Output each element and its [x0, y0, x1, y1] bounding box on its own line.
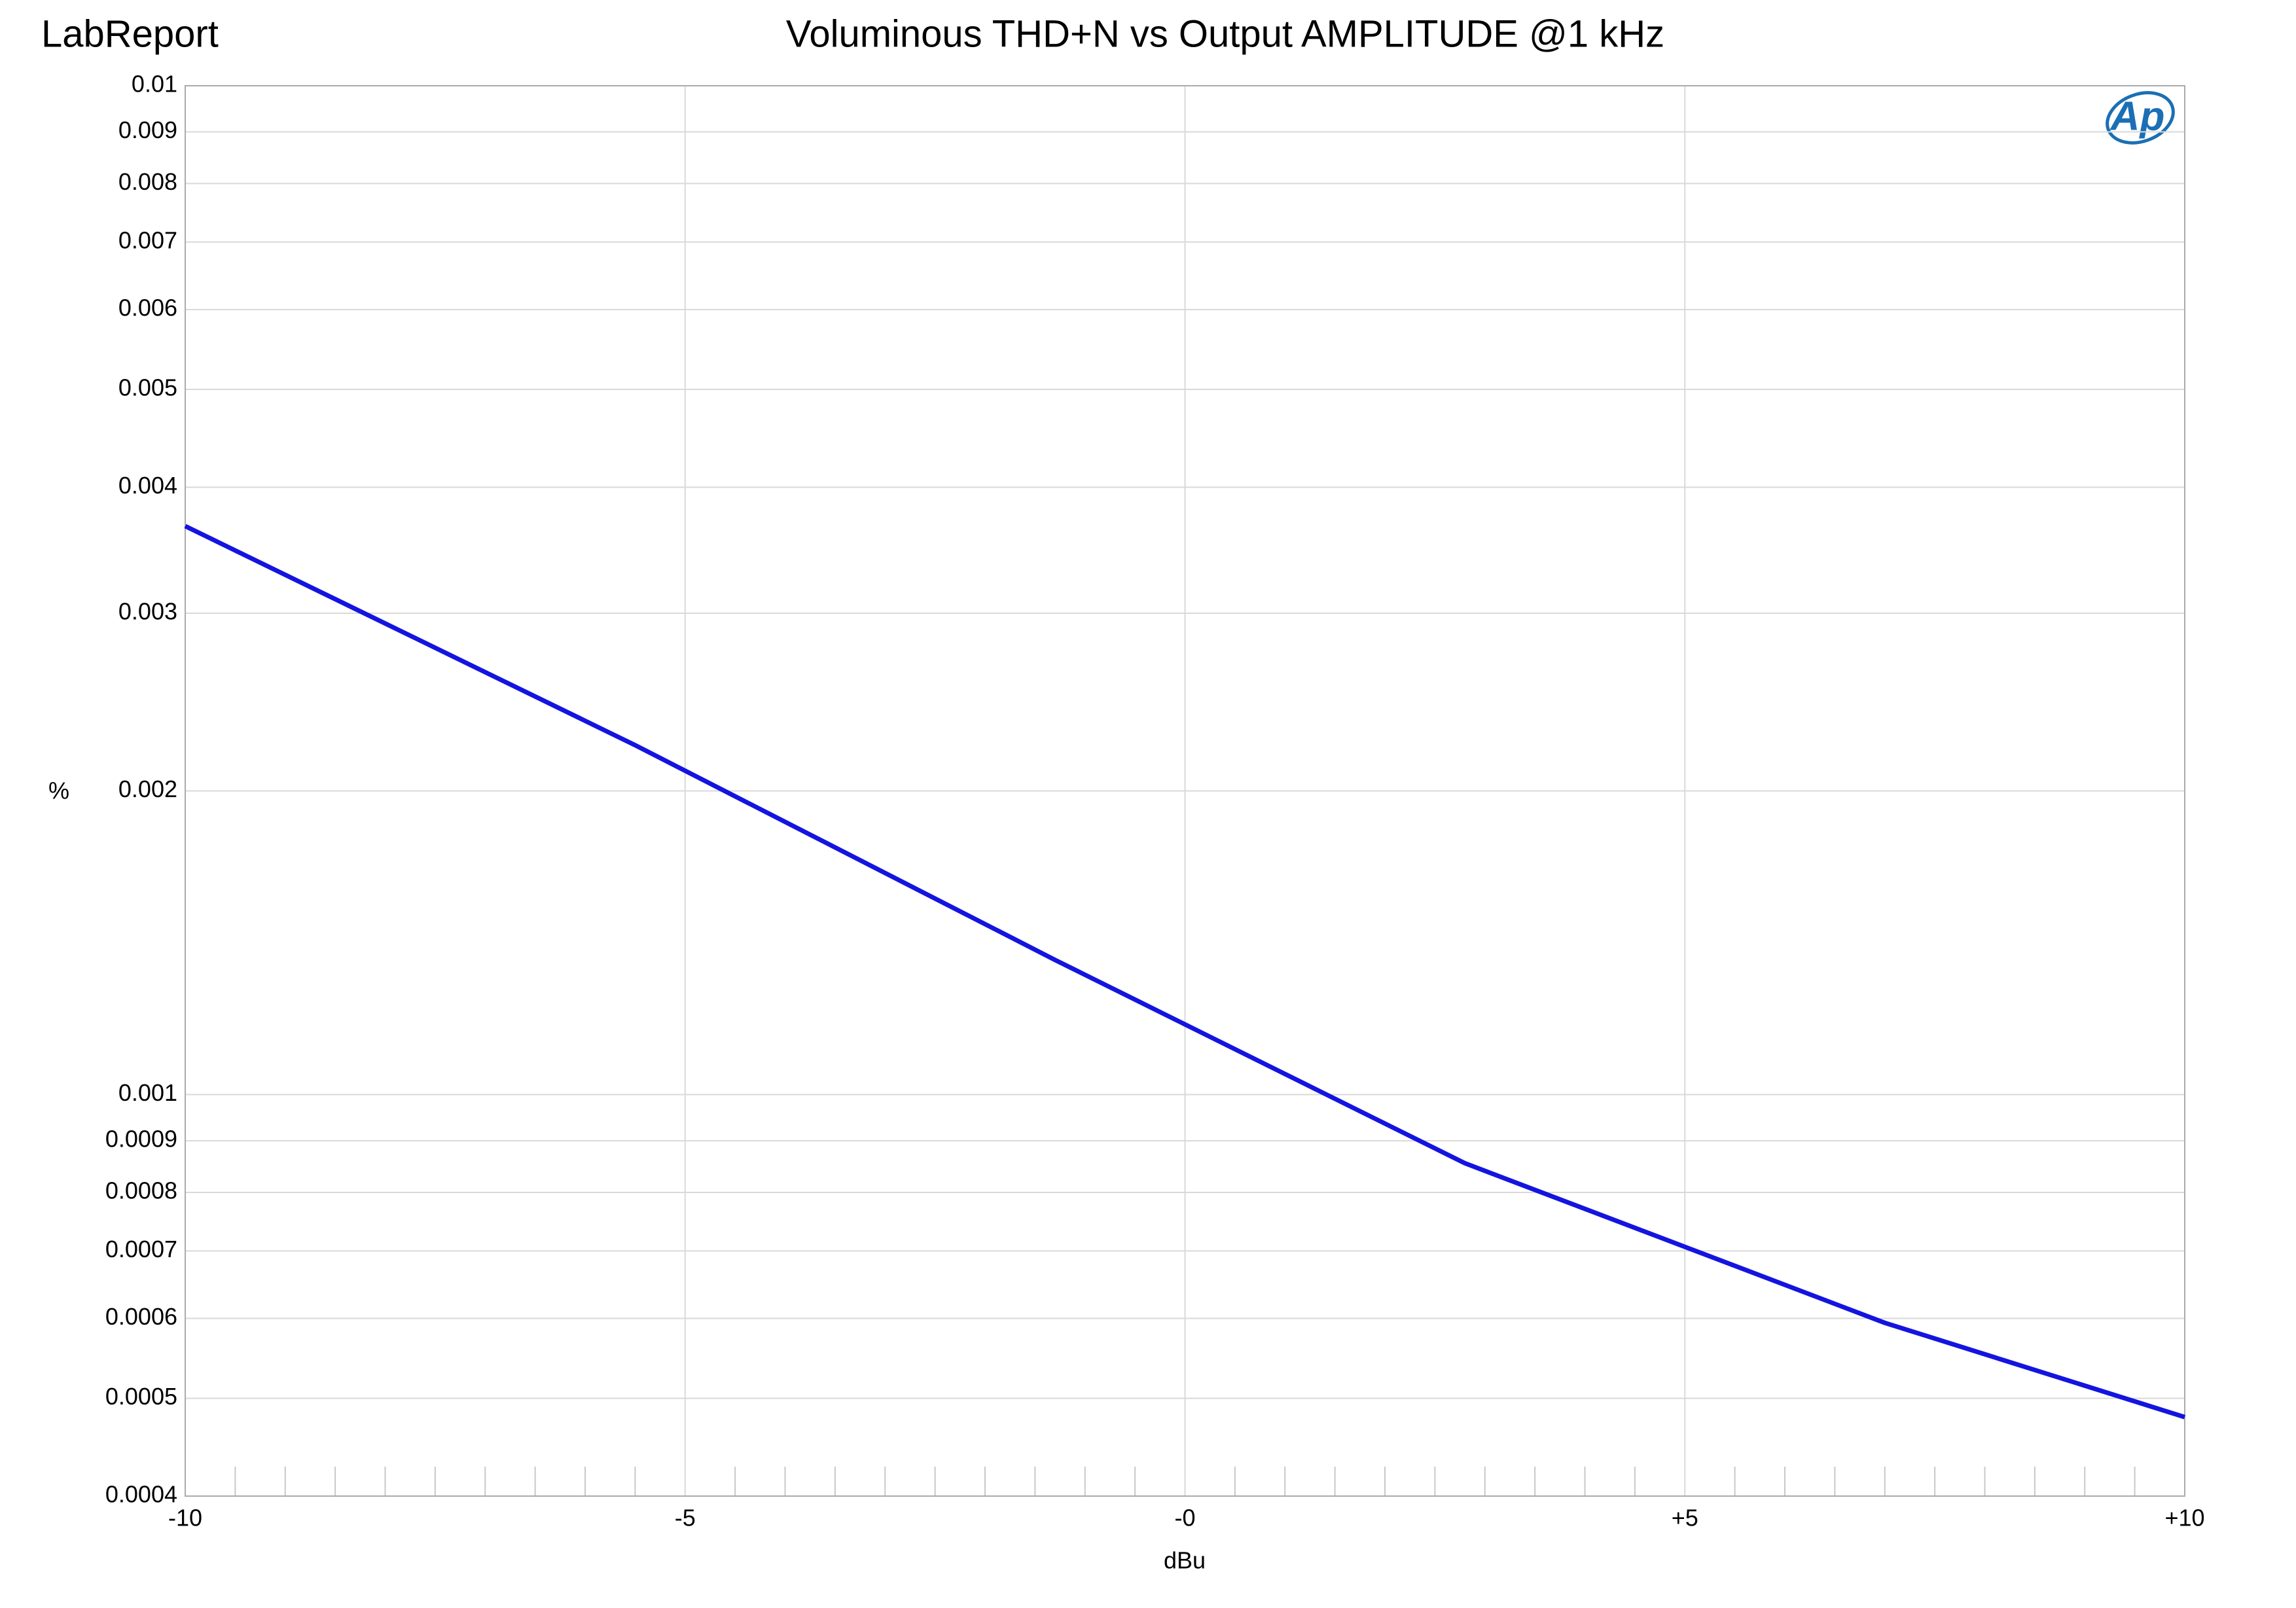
y-tick-label: 0.0005	[105, 1383, 177, 1410]
y-axis-label: %	[48, 777, 69, 804]
y-tick-label: 0.001	[118, 1079, 177, 1106]
y-tick-label: 0.006	[118, 295, 177, 321]
y-tick-label: 0.0007	[105, 1236, 177, 1262]
y-tick-label: 0.0006	[105, 1303, 177, 1330]
chart-title: Voluminous THD+N vs Output AMPLITUDE @1 …	[786, 12, 1664, 55]
x-axis-label: dBu	[1164, 1547, 1206, 1574]
x-tick-label: +10	[2164, 1505, 2204, 1531]
y-tick-label: 0.003	[118, 598, 177, 625]
y-tick-label: 0.01	[132, 71, 177, 98]
y-tick-label: 0.007	[118, 226, 177, 253]
data-line	[184, 524, 2186, 1420]
y-tick-label: 0.005	[118, 374, 177, 401]
x-tick-label: -5	[675, 1505, 696, 1531]
plot-border	[185, 85, 2185, 1497]
y-tick-label: 0.0008	[105, 1177, 177, 1204]
y-tick-label: 0.0009	[105, 1126, 177, 1152]
y-tick-label: 0.0004	[105, 1481, 177, 1508]
x-tick-label: +5	[1672, 1505, 1698, 1531]
x-tick-label: -0	[1174, 1505, 1195, 1531]
y-tick-label: 0.002	[118, 776, 177, 802]
y-tick-label: 0.009	[118, 116, 177, 143]
header: LabReport	[41, 12, 219, 55]
x-tick-label: -10	[168, 1505, 202, 1531]
y-tick-label: 0.008	[118, 168, 177, 195]
y-tick-label: 0.004	[118, 472, 177, 499]
